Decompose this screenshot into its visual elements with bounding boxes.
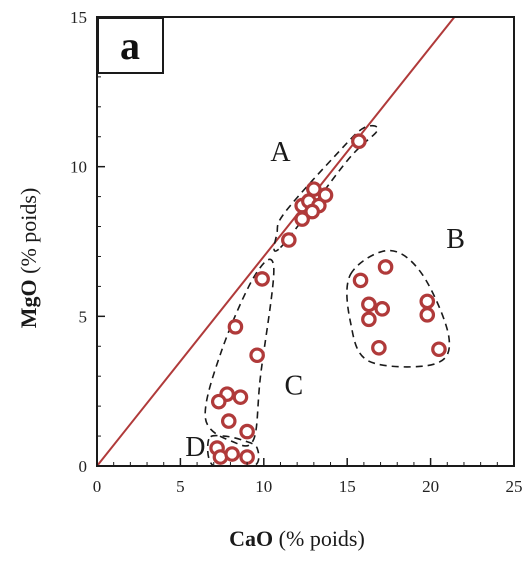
- cluster-outline-d: [206, 434, 260, 466]
- plot-area: A B C D: [97, 17, 465, 466]
- cluster-outline-b: [346, 249, 451, 368]
- data-point-a: [281, 232, 297, 248]
- data-point-b: [371, 339, 387, 356]
- y-axis-title: MgO (% poids): [16, 188, 41, 329]
- x-tick-label: 10: [255, 477, 272, 496]
- x-tick-label: 15: [339, 477, 356, 496]
- cluster-outlines: [204, 124, 451, 466]
- x-tick-label: 5: [176, 477, 185, 496]
- group-label-c: C: [284, 371, 303, 402]
- data-point-d: [224, 446, 240, 462]
- y-axis-title-main: MgO: [16, 279, 41, 328]
- data-point-c: [254, 271, 270, 287]
- y-axis-ticks: [97, 16, 105, 467]
- panel-label-box: a: [97, 17, 164, 74]
- cluster-outline-a: [273, 124, 379, 252]
- data-point-b: [377, 259, 394, 275]
- x-axis-title-main: CaO: [229, 526, 273, 551]
- data-point-a: [304, 203, 320, 220]
- data-point-c: [220, 413, 237, 429]
- data-point-b: [419, 307, 436, 323]
- y-tick-label: 10: [70, 158, 87, 177]
- group-label-a: A: [270, 137, 291, 168]
- group-label-d: D: [185, 432, 205, 463]
- x-axis-title: CaO (% poids): [229, 526, 365, 551]
- x-tick-label: 20: [422, 477, 439, 496]
- data-point-b: [361, 311, 377, 328]
- group-label-b: B: [446, 224, 465, 255]
- y-axis-title-unit: (% poids): [16, 188, 41, 274]
- y-tick-label: 0: [79, 457, 88, 476]
- data-point-b: [431, 341, 447, 358]
- data-point-b: [352, 272, 369, 289]
- data-point-c: [232, 389, 249, 405]
- group-labels: A B C D: [185, 137, 465, 463]
- x-tick-label: 25: [506, 477, 523, 496]
- data-points: [209, 133, 447, 465]
- panel-label: a: [120, 23, 140, 68]
- data-point-b: [361, 296, 377, 313]
- data-point-b: [419, 293, 436, 310]
- plot-frame: [96, 16, 515, 467]
- data-point-c: [249, 347, 265, 364]
- data-point-c: [210, 393, 227, 410]
- x-axis-ticks: [96, 458, 515, 466]
- x-tick-label: 0: [93, 477, 102, 496]
- data-point-a: [317, 187, 334, 203]
- data-point-d: [239, 449, 255, 465]
- y-axis-tick-labels: 0 5 10 15: [70, 8, 87, 476]
- cluster-outline-c: [204, 258, 275, 447]
- y-tick-label: 15: [70, 8, 87, 27]
- data-point-c: [239, 423, 255, 440]
- x-axis-title-unit: (% poids): [279, 526, 365, 551]
- y-tick-label: 5: [79, 307, 88, 326]
- data-point-b: [374, 301, 391, 317]
- data-point-a: [351, 133, 367, 150]
- x-axis-tick-labels: 0 5 10 15 20 25: [93, 477, 523, 496]
- data-point-c: [227, 319, 244, 335]
- data-point-a: [306, 181, 322, 197]
